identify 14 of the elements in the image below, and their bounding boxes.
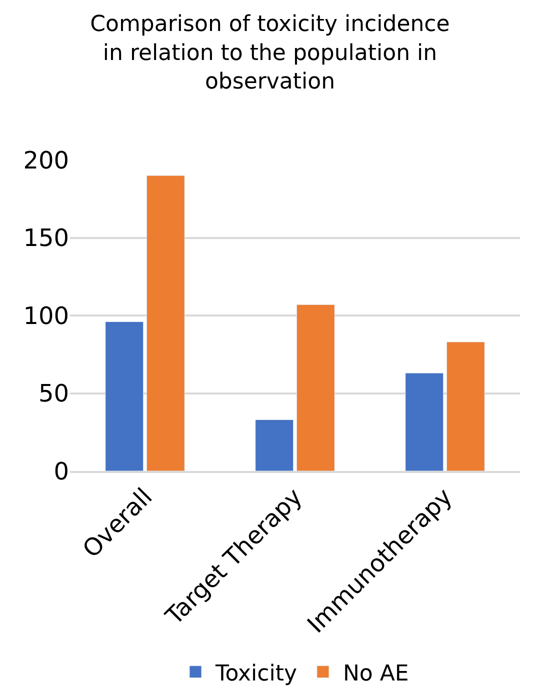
bar bbox=[255, 419, 294, 471]
y-tick-label: 150 bbox=[23, 224, 69, 252]
y-tick-label: 200 bbox=[23, 146, 69, 174]
legend-label: No AE bbox=[342, 661, 409, 686]
bar bbox=[105, 321, 144, 471]
bar bbox=[146, 175, 185, 471]
bar bbox=[405, 372, 444, 471]
y-tick-label: 50 bbox=[38, 380, 69, 408]
y-tick-label: 0 bbox=[54, 457, 69, 486]
chart-title: Comparison of toxicity incidence in relation to the population in observation bbox=[90, 12, 450, 94]
bar bbox=[296, 304, 335, 471]
bar bbox=[446, 342, 485, 471]
legend-label: Toxicity bbox=[214, 661, 297, 686]
y-tick-label: 100 bbox=[23, 302, 69, 330]
